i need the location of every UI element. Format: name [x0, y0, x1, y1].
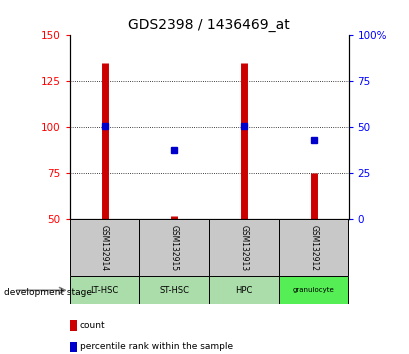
Text: GSM132912: GSM132912 [308, 225, 317, 271]
Bar [278, 276, 348, 304]
Bar [209, 219, 278, 276]
Text: ST-HSC: ST-HSC [159, 286, 189, 295]
Text: HPC: HPC [235, 286, 252, 295]
Text: count: count [80, 321, 106, 330]
Text: GSM132913: GSM132913 [239, 225, 248, 271]
Bar [70, 219, 139, 276]
Text: development stage: development stage [4, 287, 92, 297]
Bar [139, 276, 209, 304]
Text: GSM132914: GSM132914 [100, 225, 109, 271]
Text: granulocyte: granulocyte [292, 287, 334, 293]
Bar [209, 276, 278, 304]
Bar [139, 219, 209, 276]
Bar [278, 219, 348, 276]
Text: LT-HSC: LT-HSC [90, 286, 118, 295]
Title: GDS2398 / 1436469_at: GDS2398 / 1436469_at [128, 18, 289, 32]
Text: GSM132915: GSM132915 [169, 225, 178, 271]
Text: percentile rank within the sample: percentile rank within the sample [80, 342, 232, 352]
Bar [70, 276, 139, 304]
